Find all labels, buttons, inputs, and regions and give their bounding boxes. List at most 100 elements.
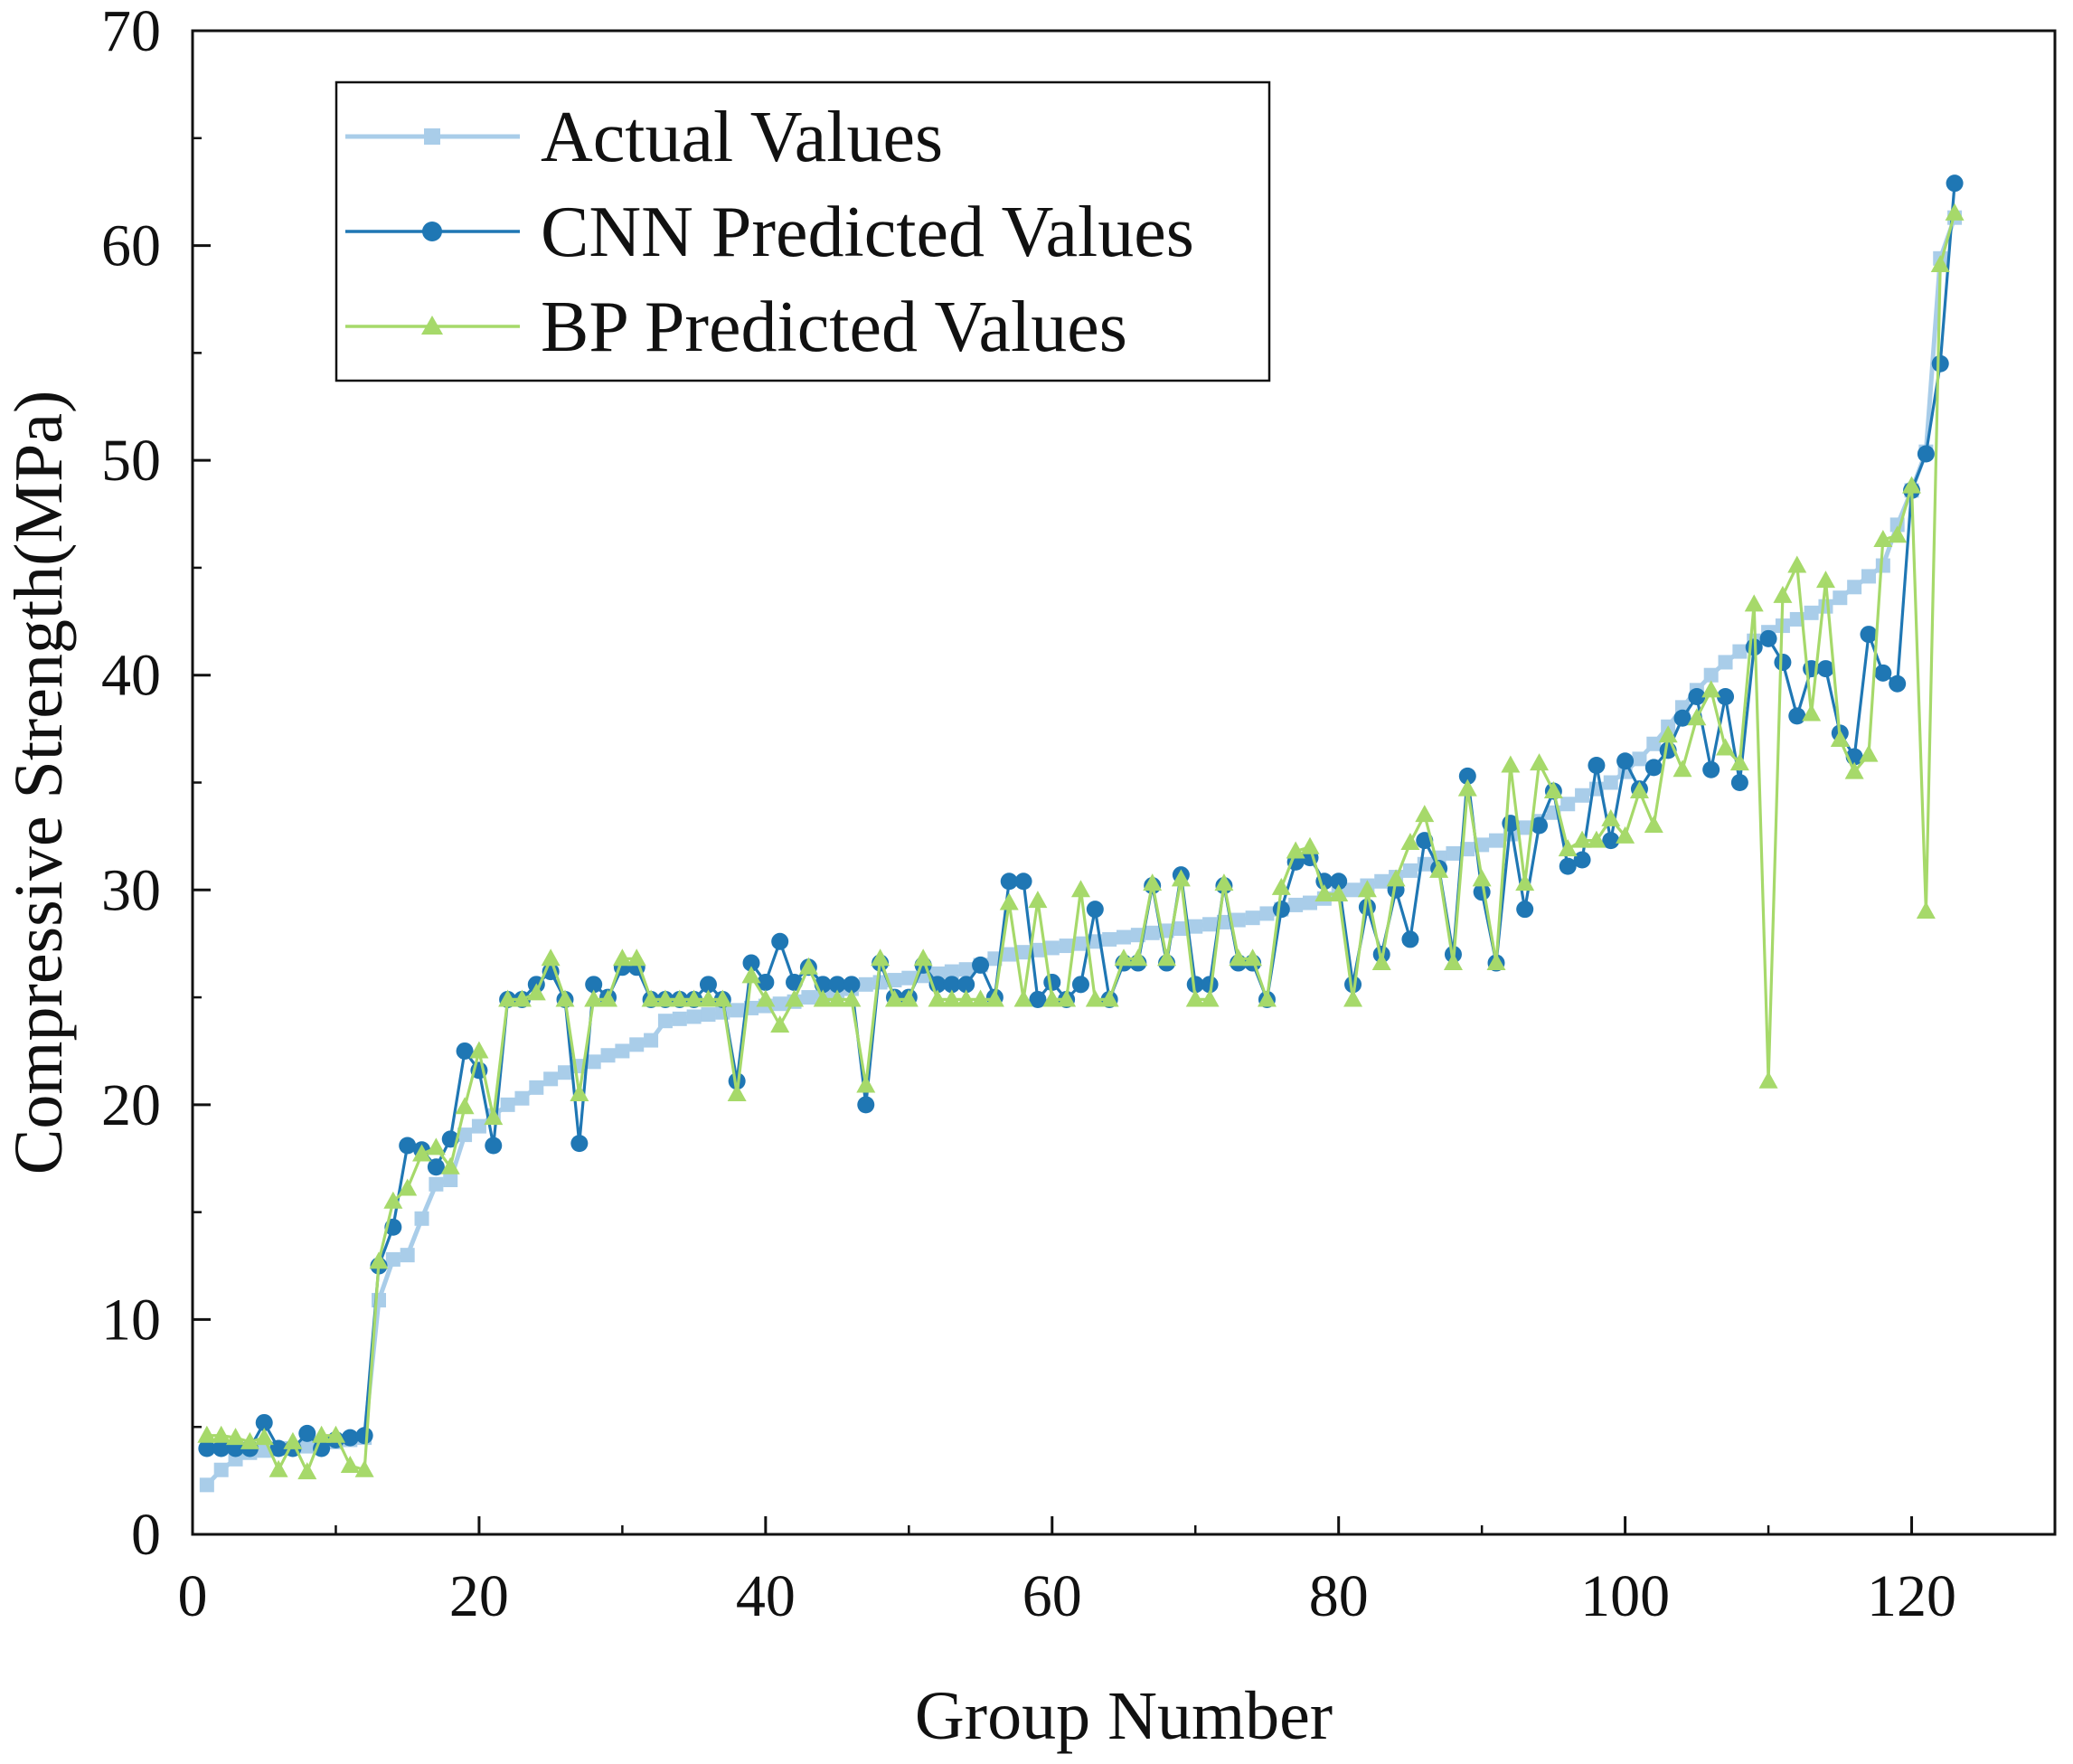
data-point: [1259, 906, 1275, 921]
data-point: [1788, 707, 1806, 725]
data-point: [1644, 816, 1663, 834]
data-point: [485, 1137, 503, 1155]
data-point: [871, 948, 890, 967]
legend-item-bp-predicted-values: BP Predicted Values: [345, 288, 1127, 367]
data-point: [1718, 655, 1733, 670]
data-point: [1889, 674, 1907, 693]
data-point: [484, 1108, 504, 1126]
data-point: [372, 1293, 386, 1308]
data-point: [414, 1211, 429, 1226]
data-point: [655, 989, 675, 1007]
data-point: [1143, 873, 1163, 891]
data-point: [199, 1477, 214, 1493]
data-point: [644, 1033, 659, 1048]
data-point: [1917, 445, 1935, 463]
data-point: [798, 957, 818, 975]
data-point: [957, 976, 975, 994]
data-point: [1230, 912, 1246, 928]
data-point: [1073, 936, 1088, 951]
data-point: [1575, 788, 1590, 803]
legend-items: Actual Values CNN Predicted Values BP Pred…: [345, 98, 1194, 367]
data-point: [1303, 895, 1317, 910]
data-point: [543, 1071, 559, 1087]
data-point: [412, 1144, 432, 1162]
x-tick-label: 0: [178, 1563, 208, 1629]
data-point: [1658, 725, 1678, 743]
data-point: [1787, 555, 1807, 573]
data-point: [198, 1439, 216, 1457]
data-point: [383, 1191, 403, 1209]
axes-layer: 0 20 40 60 80 100 120 0 10 20 30 40 50 60 70: [101, 0, 2057, 1629]
data-point: [1117, 929, 1131, 945]
data-point: [283, 1431, 303, 1449]
data-point: [255, 1413, 273, 1431]
data-point: [212, 1425, 231, 1443]
data-point: [756, 989, 776, 1007]
data-point: [1188, 919, 1203, 934]
legend-marker: [424, 128, 440, 145]
data-point: [943, 976, 961, 994]
data-point: [699, 976, 717, 994]
data-point: [856, 1075, 876, 1093]
y-axis-title: Compressive Strength(MPa): [1, 391, 77, 1175]
data-point: [226, 1428, 246, 1446]
data-point: [1873, 530, 1893, 548]
data-point: [1472, 869, 1492, 887]
data-point: [684, 989, 704, 1007]
data-point: [440, 1156, 460, 1174]
data-point: [1446, 845, 1461, 861]
data-point: [770, 1014, 790, 1033]
data-point: [972, 956, 990, 974]
data-point: [512, 989, 532, 1007]
data-point: [1329, 884, 1349, 902]
data-point: [269, 1459, 288, 1477]
data-point: [1833, 590, 1848, 606]
data-point: [1173, 921, 1189, 937]
data-point: [1646, 736, 1662, 751]
data-point: [629, 1037, 645, 1052]
data-point: [400, 1248, 415, 1263]
data-point: [1601, 808, 1621, 826]
data-point: [529, 1080, 544, 1095]
data-point: [443, 1173, 458, 1188]
y-tick-label: 10: [101, 1287, 161, 1353]
data-point: [1945, 203, 1965, 221]
data-point: [612, 948, 632, 967]
data-point: [586, 1054, 601, 1070]
data-point: [1214, 873, 1234, 891]
data-point: [958, 962, 974, 977]
legend-item-actual-values: Actual Values: [345, 98, 943, 177]
data-point: [1517, 820, 1532, 835]
data-point: [298, 1424, 316, 1442]
legend-item-cnn-predicted-values: CNN Predicted Values: [345, 193, 1194, 272]
data-point: [570, 1083, 589, 1101]
data-point: [1703, 667, 1719, 683]
data-point: [526, 983, 546, 1001]
data-point: [1000, 873, 1018, 891]
data-point: [1815, 571, 1835, 589]
legend: Actual Values CNN Predicted Values BP Pred…: [335, 80, 1271, 382]
data-point: [1759, 629, 1777, 647]
data-point: [340, 1455, 360, 1473]
data-point: [1572, 830, 1592, 848]
data-point: [1157, 948, 1177, 967]
data-point: [570, 1135, 589, 1153]
data-point: [299, 1439, 315, 1454]
data-point: [1587, 830, 1607, 848]
data-point: [857, 1096, 875, 1114]
data-point: [956, 989, 976, 1007]
data-point: [1344, 976, 1362, 994]
data-point: [212, 1439, 231, 1457]
legend-label: BP Predicted Values: [541, 288, 1127, 367]
y-tick-label: 20: [101, 1072, 161, 1138]
data-point: [1888, 525, 1908, 543]
data-point: [1489, 833, 1503, 848]
data-point: [1401, 930, 1419, 948]
data-point: [1558, 839, 1578, 857]
data-point: [1543, 781, 1563, 799]
x-tick-label: 40: [736, 1563, 796, 1629]
data-point: [801, 990, 816, 1005]
data-point: [456, 1042, 474, 1060]
data-point: [1758, 1071, 1778, 1089]
